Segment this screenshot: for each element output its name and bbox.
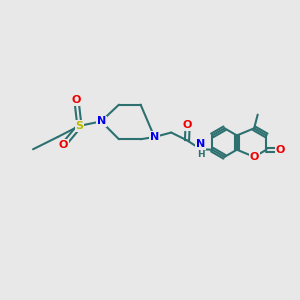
Text: N: N xyxy=(196,139,206,149)
Text: N: N xyxy=(150,132,159,142)
Text: O: O xyxy=(59,140,68,150)
Text: H: H xyxy=(197,150,205,159)
Text: O: O xyxy=(72,95,81,105)
Text: O: O xyxy=(249,152,259,162)
Text: O: O xyxy=(275,145,285,155)
Text: S: S xyxy=(75,121,83,131)
Text: O: O xyxy=(183,120,192,130)
Text: N: N xyxy=(97,116,106,126)
